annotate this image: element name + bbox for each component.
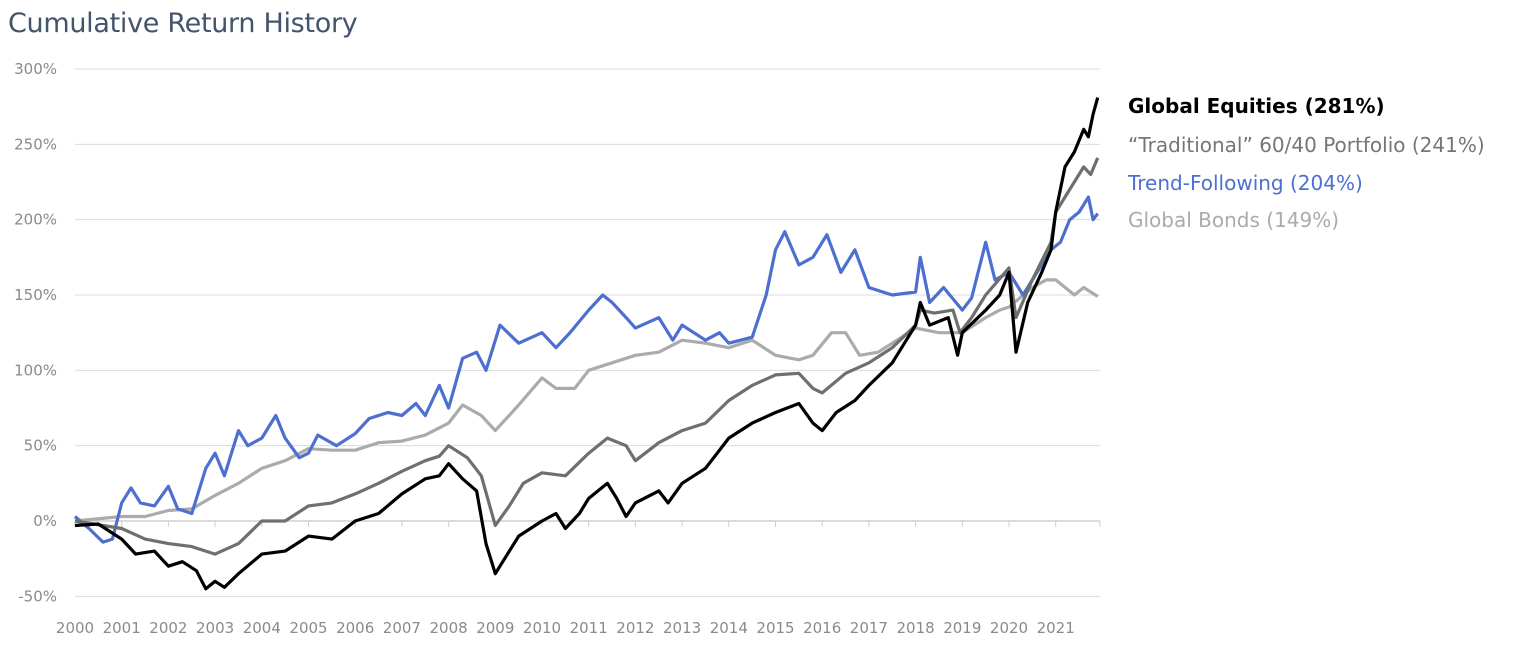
x-tick-label: 2013 (663, 619, 701, 637)
legend-entry: “Traditional” 60/40 Portfolio (241%) (1128, 133, 1485, 157)
x-tick-label: 2010 (523, 619, 561, 637)
x-tick-label: 2015 (756, 619, 794, 637)
x-tick-label: 2012 (616, 619, 654, 637)
x-tick-label: 2011 (570, 619, 608, 637)
x-tick-label: 2019 (943, 619, 981, 637)
series-line-3 (74, 278, 1099, 523)
series-line-2 (73, 195, 1099, 544)
x-tick-label: 2004 (243, 619, 281, 637)
series-lines (73, 97, 1100, 591)
x-tick-label: 2006 (336, 619, 374, 637)
x-tick-label: 2021 (1037, 619, 1075, 637)
legend: Global Equities (281%) “Traditional” 60/4… (1127, 94, 1485, 232)
legend-entry: Trend-Following (204%) (1127, 171, 1363, 195)
series-line-0 (74, 97, 1100, 591)
x-tick-label: 2017 (850, 619, 888, 637)
y-tick-label: 0% (33, 512, 57, 530)
y-tick-label: 100% (14, 361, 57, 379)
x-tick-label: 2008 (430, 619, 468, 637)
x-tick-label: 2018 (897, 619, 935, 637)
gridlines (74, 68, 1101, 597)
y-axis-ticks: 300% 250% 200% 150% 100% 50% 0% -50% (14, 60, 57, 605)
y-tick-label: 300% (14, 60, 57, 78)
x-tick-label: 2016 (803, 619, 841, 637)
x-tick-label: 2005 (289, 619, 327, 637)
y-tick-label: 150% (14, 286, 57, 304)
chart-title: Cumulative Return History (8, 8, 358, 39)
x-tick-label: 2002 (149, 619, 187, 637)
x-tick-label: 2020 (990, 619, 1028, 637)
x-tick-label: 2009 (476, 619, 514, 637)
x-tick-label: 2003 (196, 619, 234, 637)
legend-entry: Global Bonds (149%) (1128, 208, 1339, 232)
y-tick-label: 200% (14, 211, 57, 229)
x-axis-ticks: 2000 2001 2002 2003 2004 2005 2006 2007 2008 2009… (56, 619, 1075, 637)
x-tick-label: 2000 (56, 619, 94, 637)
x-tick-label: 2007 (383, 619, 421, 637)
x-tick-label: 2001 (103, 619, 141, 637)
y-tick-label: -50% (18, 587, 57, 605)
legend-entry: Global Equities (281%) (1128, 94, 1385, 118)
y-tick-label: 50% (24, 437, 57, 455)
x-tick-label: 2014 (710, 619, 748, 637)
y-tick-label: 250% (14, 135, 57, 153)
series-line-1 (74, 157, 1100, 556)
